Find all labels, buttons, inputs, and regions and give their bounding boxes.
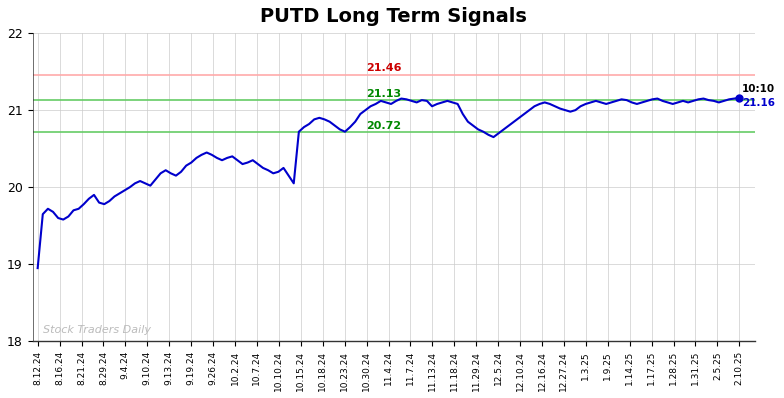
Text: 20.72: 20.72 — [367, 121, 401, 131]
Text: 21.13: 21.13 — [367, 89, 401, 99]
Text: Stock Traders Daily: Stock Traders Daily — [43, 325, 151, 335]
Title: PUTD Long Term Signals: PUTD Long Term Signals — [260, 7, 527, 26]
Text: 10:10: 10:10 — [742, 84, 775, 94]
Text: 21.46: 21.46 — [367, 63, 402, 73]
Text: 21.16: 21.16 — [742, 98, 775, 107]
